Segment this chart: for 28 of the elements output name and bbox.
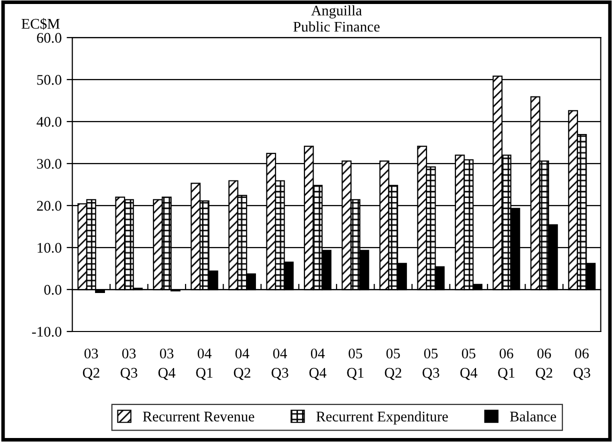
legend-label: Recurrent Expenditure (316, 411, 448, 424)
x-tick-label: 04 Q1 (196, 348, 212, 380)
x-tick-label: 05 Q1 (347, 348, 364, 380)
y-tick-label: 20.0 (37, 200, 62, 211)
x-tick-label: 04 Q4 (309, 348, 326, 380)
legend-label: Recurrent Revenue (142, 412, 254, 422)
y-tick-label: -10.0 (32, 326, 62, 337)
x-tick-label: 03 Q2 (82, 348, 100, 380)
x-tick-label: 06 Q2 (536, 348, 552, 380)
x-tick-label: 05 Q4 (460, 348, 478, 380)
x-tick-label: 03 Q3 (120, 348, 138, 380)
x-tick-label: 04 Q2 (234, 348, 250, 380)
y-tick-label: 30.0 (37, 158, 62, 169)
y-tick-label: 60.0 (37, 32, 62, 43)
y-tick-label: 10.0 (38, 242, 62, 253)
chart-title: Anguilla (311, 5, 362, 18)
x-tick-label: 05 Q3 (422, 348, 440, 380)
y-tick-label: 50.0 (37, 74, 62, 85)
x-tick-label: 04 Q3 (272, 348, 288, 380)
x-tick-label: 06 Q1 (498, 348, 514, 380)
x-tick-label: 03 Q4 (158, 348, 176, 380)
y-axis-title: EC$M (22, 18, 60, 30)
x-tick-label: 06 Q3 (574, 348, 590, 380)
y-tick-label: 0.0 (44, 284, 62, 295)
x-tick-label: 05 Q2 (384, 348, 402, 380)
chart-subtitle: Public Finance (293, 21, 380, 32)
y-tick-label: 40.0 (36, 116, 62, 127)
legend-label: Balance (510, 411, 556, 422)
